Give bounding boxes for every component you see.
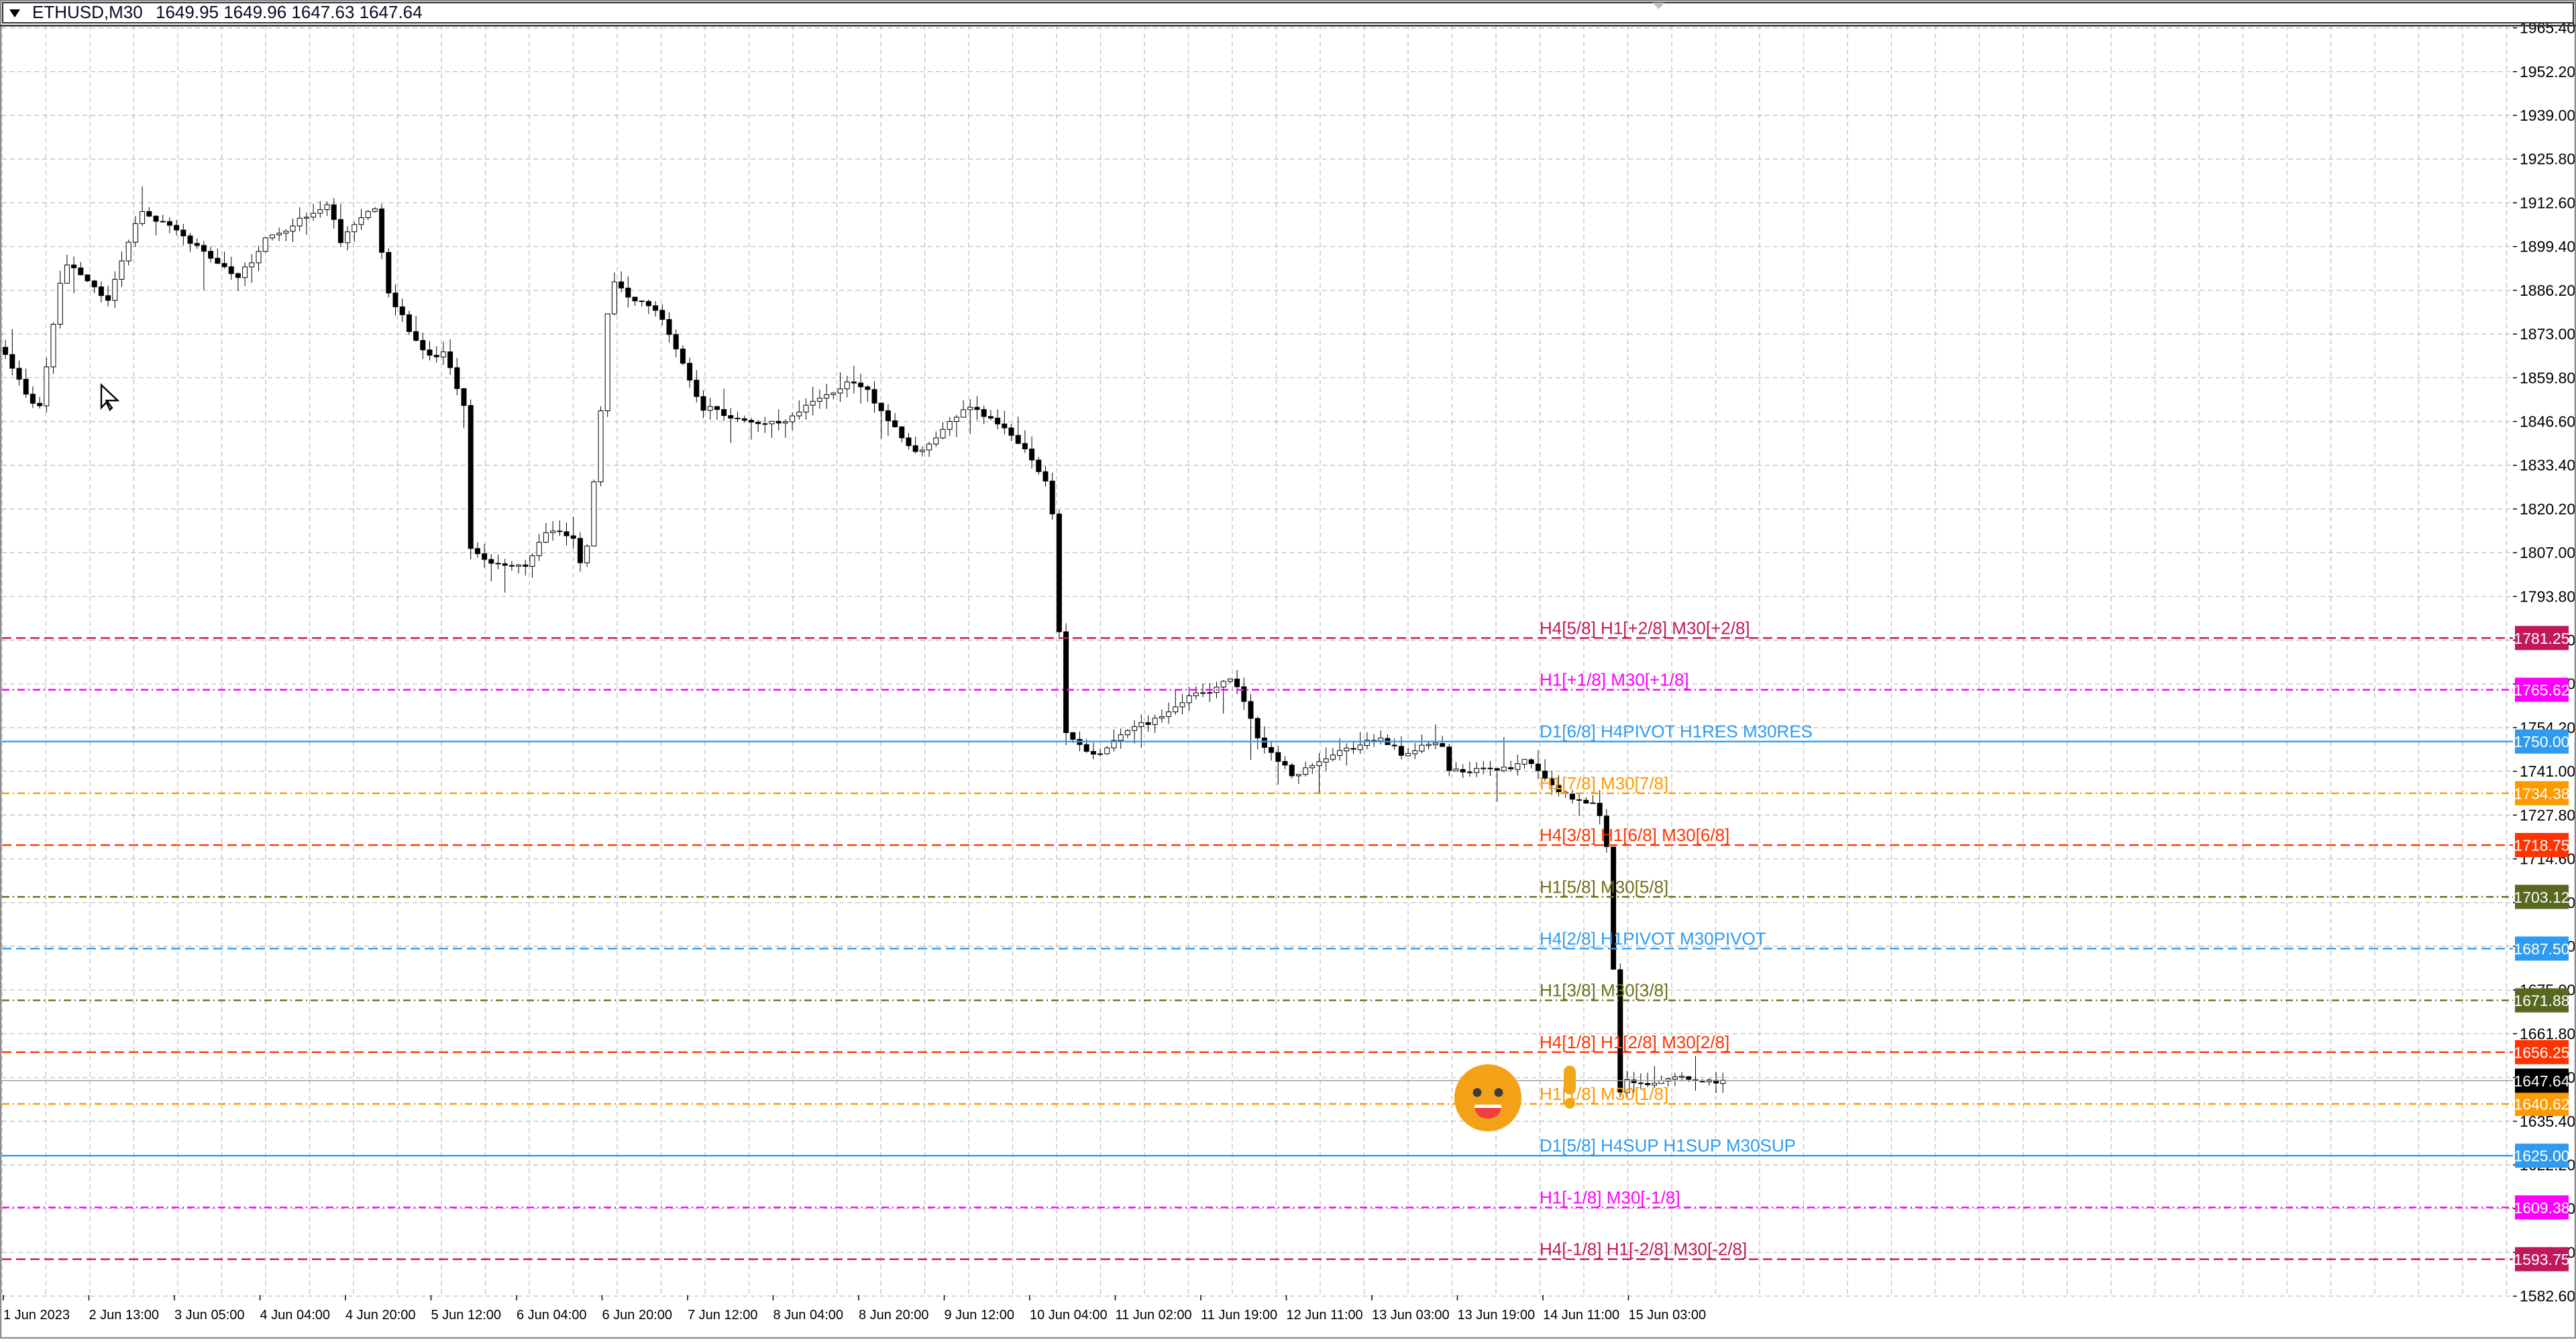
svg-text:1807.00: 1807.00 <box>2520 544 2575 561</box>
svg-text:H4[1/8] H1[2/8] M30[2/8]: H4[1/8] H1[2/8] M30[2/8] <box>1540 1032 1729 1052</box>
svg-text:H1[3/8] M30[3/8]: H1[3/8] M30[3/8] <box>1540 981 1668 1001</box>
svg-text:H4[2/8] H1PIVOT M30PIVOT: H4[2/8] H1PIVOT M30PIVOT <box>1540 928 1766 948</box>
svg-text:1793.80: 1793.80 <box>2520 588 2575 605</box>
svg-text:1656.25: 1656.25 <box>2514 1044 2569 1061</box>
svg-text:1952.20: 1952.20 <box>2520 63 2575 80</box>
svg-text:H4[5/8] H1[+2/8] M30[+2/8]: H4[5/8] H1[+2/8] M30[+2/8] <box>1540 618 1750 638</box>
svg-text:1649.95 1649.96 1647.63 1647.6: 1649.95 1649.96 1647.63 1647.64 <box>156 2 423 22</box>
svg-text:10 Jun 04:00: 10 Jun 04:00 <box>1030 1308 1108 1323</box>
svg-text:1718.75: 1718.75 <box>2514 837 2569 854</box>
svg-text:4 Jun 20:00: 4 Jun 20:00 <box>345 1308 416 1323</box>
svg-text:1661.80: 1661.80 <box>2520 1025 2575 1042</box>
svg-text:H1[-1/8] M30[-1/8]: H1[-1/8] M30[-1/8] <box>1540 1187 1680 1207</box>
svg-text:8 Jun 20:00: 8 Jun 20:00 <box>859 1308 929 1323</box>
svg-text:D1[5/8] H4SUP H1SUP M30SUP: D1[5/8] H4SUP H1SUP M30SUP <box>1540 1135 1796 1156</box>
svg-text:H1[7/8] M30[7/8]: H1[7/8] M30[7/8] <box>1540 773 1668 793</box>
svg-text:H1[5/8] M30[5/8]: H1[5/8] M30[5/8] <box>1540 877 1668 897</box>
svg-text:6 Jun 20:00: 6 Jun 20:00 <box>602 1308 673 1323</box>
svg-text:D1[6/8] H4PIVOT H1RES M30RES: D1[6/8] H4PIVOT H1RES M30RES <box>1540 722 1813 742</box>
svg-text:H1[1/8] M30[1/8]: H1[1/8] M30[1/8] <box>1540 1084 1668 1104</box>
svg-text:8 Jun 04:00: 8 Jun 04:00 <box>773 1308 844 1323</box>
svg-text:1912.60: 1912.60 <box>2520 194 2575 211</box>
svg-text:1703.12: 1703.12 <box>2514 889 2569 906</box>
svg-text:1939.00: 1939.00 <box>2520 107 2575 124</box>
svg-text:1671.88: 1671.88 <box>2514 992 2569 1009</box>
svg-text:13 Jun 19:00: 13 Jun 19:00 <box>1458 1308 1536 1323</box>
svg-text:1582.60: 1582.60 <box>2520 1288 2575 1305</box>
svg-text:1820.20: 1820.20 <box>2520 500 2575 518</box>
svg-text:2 Jun 13:00: 2 Jun 13:00 <box>89 1308 160 1323</box>
svg-text:1741.00: 1741.00 <box>2520 763 2575 780</box>
svg-text:14 Jun 11:00: 14 Jun 11:00 <box>1543 1308 1619 1323</box>
svg-text:ETHUSD,M30: ETHUSD,M30 <box>32 2 143 22</box>
svg-text:11 Jun 02:00: 11 Jun 02:00 <box>1116 1308 1192 1323</box>
svg-text:1750.00: 1750.00 <box>2514 733 2569 750</box>
svg-text:4 Jun 04:00: 4 Jun 04:00 <box>260 1308 331 1323</box>
svg-text:6 Jun 04:00: 6 Jun 04:00 <box>517 1308 587 1323</box>
svg-text:1734.38: 1734.38 <box>2514 785 2569 802</box>
svg-text:H1[+1/8] M30[+1/8]: H1[+1/8] M30[+1/8] <box>1540 670 1689 690</box>
svg-text:1899.40: 1899.40 <box>2520 238 2575 256</box>
svg-text:5 Jun 12:00: 5 Jun 12:00 <box>431 1308 502 1323</box>
svg-text:1640.62: 1640.62 <box>2514 1096 2569 1113</box>
svg-text:1765.62: 1765.62 <box>2514 681 2569 699</box>
svg-text:1886.20: 1886.20 <box>2520 282 2575 299</box>
svg-text:7 Jun 12:00: 7 Jun 12:00 <box>688 1308 758 1323</box>
svg-text:1625.00: 1625.00 <box>2514 1148 2569 1165</box>
svg-text:1781.25: 1781.25 <box>2514 630 2569 647</box>
svg-text:3 Jun 05:00: 3 Jun 05:00 <box>174 1308 245 1323</box>
svg-text:1873.00: 1873.00 <box>2520 325 2575 343</box>
svg-text:11 Jun 19:00: 11 Jun 19:00 <box>1201 1308 1277 1323</box>
svg-text:1846.60: 1846.60 <box>2520 413 2575 431</box>
svg-text:1833.40: 1833.40 <box>2520 457 2575 474</box>
svg-text:12 Jun 11:00: 12 Jun 11:00 <box>1287 1308 1363 1323</box>
svg-text:1687.50: 1687.50 <box>2514 940 2569 958</box>
svg-text:9 Jun 12:00: 9 Jun 12:00 <box>945 1308 1015 1323</box>
svg-text:1593.75: 1593.75 <box>2514 1251 2569 1268</box>
svg-text:15 Jun 03:00: 15 Jun 03:00 <box>1629 1308 1707 1323</box>
svg-text:1859.80: 1859.80 <box>2520 369 2575 386</box>
svg-text:H4[-1/8] H1[-2/8] M30[-2/8]: H4[-1/8] H1[-2/8] M30[-2/8] <box>1540 1239 1747 1260</box>
svg-text:1609.38: 1609.38 <box>2514 1199 2569 1217</box>
svg-text:1925.80: 1925.80 <box>2520 150 2575 168</box>
svg-text:1647.64: 1647.64 <box>2514 1072 2569 1090</box>
svg-text:13 Jun 03:00: 13 Jun 03:00 <box>1372 1308 1450 1323</box>
svg-text:1 Jun 2023: 1 Jun 2023 <box>3 1308 70 1323</box>
svg-text:H4[3/8] H1[6/8] M30[6/8]: H4[3/8] H1[6/8] M30[6/8] <box>1540 825 1729 845</box>
svg-text:1727.80: 1727.80 <box>2520 806 2575 824</box>
